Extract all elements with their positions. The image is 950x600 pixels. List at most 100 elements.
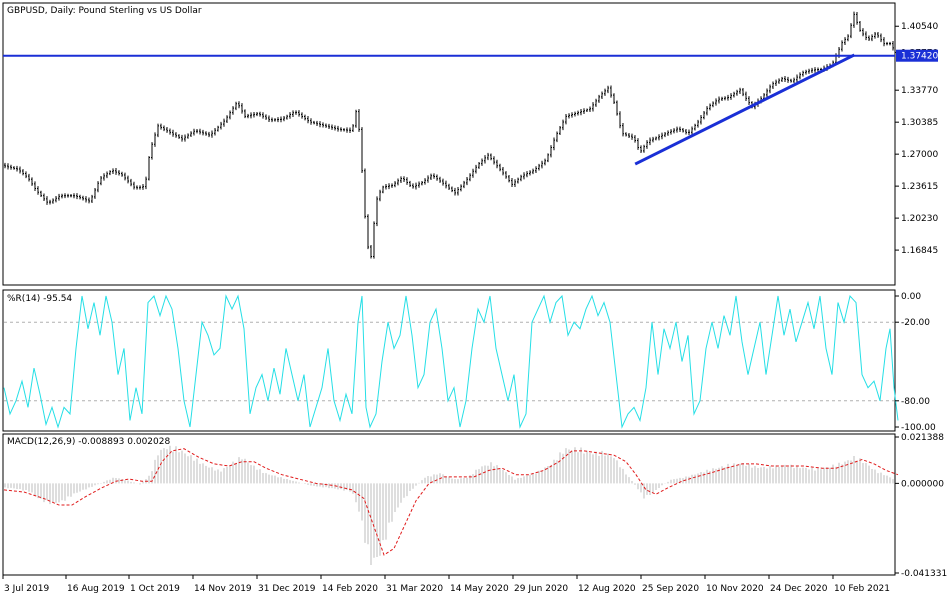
price-tick-label: 1.27000 (901, 150, 938, 160)
price-bar (460, 184, 462, 192)
price-bar (508, 175, 510, 183)
price-bar (67, 193, 69, 198)
price-bar (391, 183, 393, 188)
price-bar (595, 98, 597, 107)
price-bar (220, 121, 222, 130)
macd-tick-label: 0.000000 (901, 479, 944, 489)
price-bar (7, 163, 9, 170)
price-bar (310, 118, 312, 125)
price-bar (790, 78, 792, 83)
resistance-line[interactable]: 1.37420 (3, 49, 938, 62)
price-bar (676, 126, 678, 133)
price-bar (40, 190, 42, 198)
trend-line-stroke[interactable] (634, 53, 856, 166)
wr-line (3, 294, 899, 429)
price-bar (463, 180, 465, 189)
price-bar (277, 117, 279, 123)
price-bar (598, 94, 600, 103)
price-bar (73, 193, 75, 199)
price-bar (640, 145, 642, 153)
price-bar (196, 129, 198, 134)
price-bar (613, 93, 615, 105)
price-bar (874, 31, 876, 39)
price-bar (667, 130, 669, 136)
price-bar (853, 11, 855, 28)
price-bar (187, 133, 189, 139)
price-bar (556, 131, 558, 143)
price-bar (397, 178, 399, 186)
price-bar (274, 118, 276, 122)
price-bar (331, 124, 333, 130)
price-bar (76, 193, 78, 200)
price-bar (424, 178, 426, 185)
price-bar (868, 35, 870, 41)
price-bar (199, 128, 201, 135)
price-tick-label: 1.23615 (901, 182, 938, 192)
price-bar (148, 156, 150, 181)
price-bar (247, 113, 249, 119)
price-bar (847, 34, 849, 42)
wr-axis: 0.00 -20.00 -80.00 -100.00 (895, 292, 936, 433)
price-bar (808, 68, 810, 74)
price-bar (385, 184, 387, 190)
price-bar (625, 132, 627, 137)
macd-signal-line (3, 448, 899, 556)
price-bar (214, 127, 216, 136)
price-bar (571, 112, 573, 118)
price-bar (319, 121, 321, 128)
price-bar (103, 173, 105, 181)
price-bar (487, 152, 489, 161)
price-bar (184, 134, 186, 142)
price-bar (586, 108, 588, 112)
date-tick-label: 31 Dec 2019 (258, 584, 316, 594)
price-bar (631, 133, 633, 140)
price-bar (778, 78, 780, 84)
price-bar (421, 181, 423, 186)
price-bar (352, 124, 354, 133)
price-bar (367, 214, 369, 250)
price-bar (118, 170, 120, 176)
chart-title: GBPUSD, Daily: Pound Sterling vs US Doll… (7, 6, 202, 16)
price-bar (472, 168, 474, 178)
price-bar (271, 117, 273, 123)
price-bar (418, 181, 420, 188)
price-bar (814, 67, 816, 73)
price-bar (646, 140, 648, 149)
price-bar (796, 74, 798, 83)
price-bar (454, 187, 456, 196)
price-bar (433, 173, 435, 179)
price-bar (160, 123, 162, 130)
price-bar (841, 40, 843, 52)
price-bar (748, 96, 750, 105)
macd-histogram (4, 445, 894, 566)
price-bar (154, 132, 156, 147)
trend-line[interactable] (634, 53, 856, 166)
price-bar (298, 110, 300, 117)
price-bar (871, 34, 873, 42)
price-bar (769, 84, 771, 94)
price-bar (115, 167, 117, 175)
date-tick-label: 14 Feb 2020 (322, 584, 378, 594)
price-bar (856, 11, 858, 25)
price-bar (844, 37, 846, 45)
price-bar (520, 174, 522, 182)
date-tick-label: 29 Jun 2020 (514, 584, 568, 594)
price-bar (238, 101, 240, 109)
price-bar (313, 120, 315, 125)
price-bar (499, 163, 501, 172)
price-tick-label: 1.40540 (901, 22, 938, 32)
price-bar (409, 180, 411, 188)
price-bar (742, 88, 744, 97)
date-tick-label: 24 Dec 2020 (770, 584, 828, 594)
price-bar (286, 114, 288, 120)
price-bar (439, 176, 441, 183)
price-bar (142, 183, 144, 190)
price-bar (466, 176, 468, 186)
price-bar (253, 111, 255, 118)
price-bar (226, 115, 228, 124)
price-bar (262, 112, 264, 119)
price-bar (745, 91, 747, 101)
price-tick-label: 1.20230 (901, 214, 938, 224)
price-bar (451, 186, 453, 193)
